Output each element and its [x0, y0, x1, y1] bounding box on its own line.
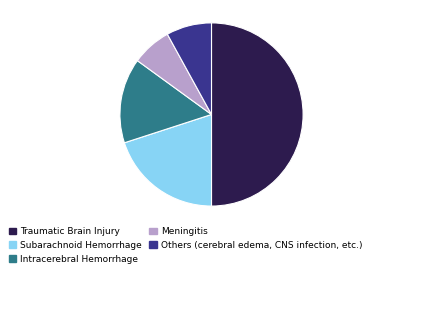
Legend: Traumatic Brain Injury, Subarachnoid Hemorrhage, Intracerebral Hemorrhage, Menin: Traumatic Brain Injury, Subarachnoid Hem…	[9, 227, 363, 264]
Wedge shape	[168, 23, 212, 114]
Wedge shape	[137, 34, 212, 114]
Wedge shape	[120, 61, 212, 143]
Wedge shape	[212, 23, 303, 206]
Wedge shape	[124, 114, 212, 206]
